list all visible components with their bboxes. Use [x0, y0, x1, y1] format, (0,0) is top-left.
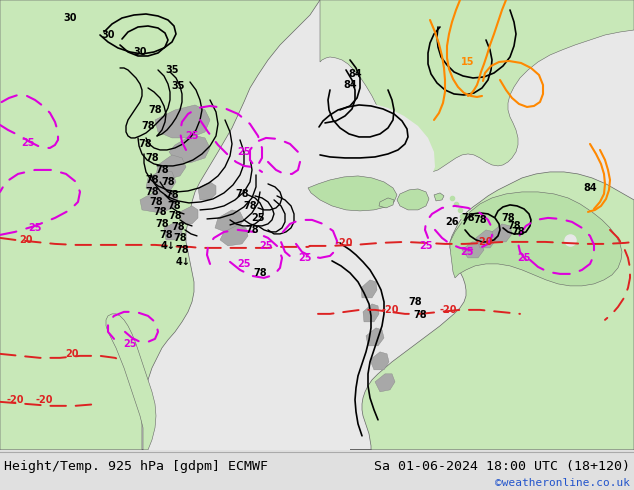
Text: 25: 25 — [460, 247, 474, 257]
Text: 35: 35 — [165, 65, 179, 75]
Text: 78: 78 — [168, 211, 182, 221]
Text: 30: 30 — [133, 47, 146, 57]
Text: 25: 25 — [259, 241, 273, 251]
Text: Height/Temp. 925 hPa [gdpm] ECMWF: Height/Temp. 925 hPa [gdpm] ECMWF — [4, 460, 268, 473]
Polygon shape — [361, 280, 377, 298]
Text: 78: 78 — [148, 105, 162, 115]
Text: 78: 78 — [145, 187, 158, 197]
Text: 25: 25 — [419, 241, 433, 251]
Text: 78: 78 — [167, 201, 181, 211]
Text: 78: 78 — [507, 221, 521, 231]
Text: 78: 78 — [161, 177, 175, 187]
Polygon shape — [370, 352, 389, 370]
Text: -20: -20 — [381, 305, 399, 315]
Polygon shape — [106, 314, 156, 450]
Text: 4↓: 4↓ — [160, 241, 176, 251]
Text: 25: 25 — [123, 339, 137, 349]
Text: 78: 78 — [175, 245, 189, 255]
Text: 25: 25 — [185, 131, 198, 141]
Text: -20: -20 — [476, 237, 493, 247]
Text: 78: 78 — [171, 222, 185, 232]
Text: 25: 25 — [237, 147, 251, 157]
Text: 25: 25 — [29, 223, 42, 233]
Polygon shape — [492, 224, 512, 242]
Text: -20: -20 — [36, 395, 53, 405]
Text: -20: -20 — [335, 238, 353, 248]
Text: 78: 78 — [155, 165, 169, 175]
Text: 84: 84 — [348, 69, 362, 79]
Text: 78: 78 — [408, 297, 422, 307]
Text: 78: 78 — [413, 310, 427, 320]
Text: 30: 30 — [101, 30, 115, 40]
Text: 78: 78 — [153, 207, 167, 217]
Polygon shape — [220, 225, 248, 246]
Polygon shape — [363, 304, 379, 322]
Text: 78: 78 — [145, 153, 158, 163]
Text: -20: -20 — [439, 305, 456, 315]
Polygon shape — [476, 230, 496, 248]
Polygon shape — [156, 155, 186, 180]
Polygon shape — [0, 0, 634, 450]
Polygon shape — [434, 193, 444, 201]
Text: 78: 78 — [173, 233, 187, 243]
Text: 78: 78 — [138, 139, 152, 149]
Text: 78: 78 — [165, 190, 179, 200]
Polygon shape — [0, 0, 320, 450]
Text: -20: -20 — [6, 395, 23, 405]
Text: 78: 78 — [461, 213, 475, 223]
Text: 25: 25 — [237, 259, 251, 269]
Text: 84: 84 — [583, 183, 597, 193]
Polygon shape — [180, 206, 198, 224]
Text: 25: 25 — [298, 253, 312, 263]
Text: 20: 20 — [65, 349, 79, 359]
Text: 78: 78 — [243, 201, 257, 211]
Text: 84: 84 — [343, 80, 357, 90]
Text: 78: 78 — [235, 189, 249, 199]
Text: 30: 30 — [63, 13, 77, 23]
Polygon shape — [397, 189, 429, 210]
Polygon shape — [350, 172, 634, 450]
Polygon shape — [375, 374, 395, 392]
Polygon shape — [366, 328, 384, 346]
Text: 15: 15 — [462, 57, 475, 67]
Text: 35: 35 — [171, 81, 184, 91]
Polygon shape — [169, 135, 210, 163]
Text: 78: 78 — [501, 213, 515, 223]
Text: 25: 25 — [251, 213, 265, 223]
Polygon shape — [155, 105, 210, 138]
Text: 78: 78 — [141, 121, 155, 131]
Polygon shape — [308, 176, 397, 211]
Polygon shape — [215, 210, 244, 232]
Text: 78: 78 — [473, 215, 487, 225]
Text: 78: 78 — [511, 227, 525, 237]
Text: 4↓: 4↓ — [176, 257, 190, 267]
Text: 26: 26 — [445, 217, 459, 227]
Text: 25: 25 — [22, 138, 35, 148]
Text: 25: 25 — [517, 253, 531, 263]
Text: 78: 78 — [245, 225, 259, 235]
Text: 78: 78 — [149, 197, 163, 207]
Text: Sa 01-06-2024 18:00 UTC (18+120): Sa 01-06-2024 18:00 UTC (18+120) — [374, 460, 630, 473]
Polygon shape — [198, 182, 216, 200]
Text: 20: 20 — [19, 235, 33, 245]
Polygon shape — [140, 190, 178, 213]
Text: 78: 78 — [159, 230, 173, 240]
Text: 78: 78 — [253, 268, 267, 278]
Text: ©weatheronline.co.uk: ©weatheronline.co.uk — [495, 478, 630, 488]
Polygon shape — [320, 0, 634, 172]
Polygon shape — [379, 198, 394, 208]
Polygon shape — [230, 101, 435, 218]
Polygon shape — [450, 192, 622, 286]
Polygon shape — [146, 170, 176, 194]
Polygon shape — [462, 242, 484, 258]
Text: 78: 78 — [155, 219, 169, 229]
Text: 78: 78 — [145, 175, 158, 185]
Polygon shape — [164, 222, 182, 240]
